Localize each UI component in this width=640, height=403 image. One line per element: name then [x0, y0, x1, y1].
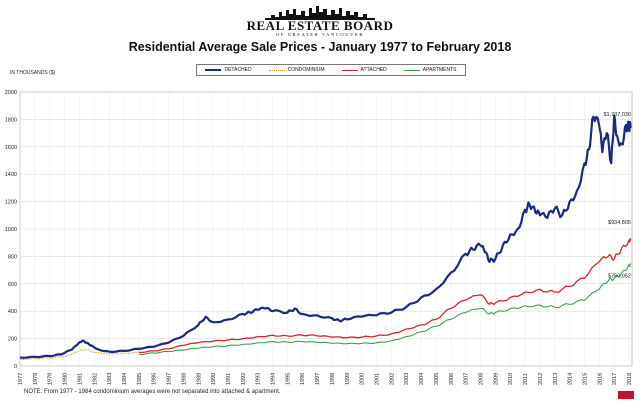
- footer-logo-icon: [618, 391, 634, 399]
- x-tick-label: 1980: [63, 373, 69, 385]
- label-layer: $1,737,030 $934,805 $750,052: [603, 112, 631, 279]
- y-tick-label: 1600: [5, 145, 17, 151]
- x-tick-label: 1982: [92, 373, 98, 385]
- x-tick-label: 1995: [285, 373, 291, 385]
- x-tick-label: 1985: [137, 373, 143, 385]
- skyline-icon: [265, 6, 375, 20]
- grid-layer: [19, 91, 633, 367]
- x-tick-label: 1999: [345, 373, 351, 385]
- x-tick-label: 1983: [107, 373, 113, 385]
- x-tick-label: 1987: [167, 373, 173, 385]
- y-axis-unit-label: IN THOUSANDS ($): [10, 70, 56, 76]
- x-tick-label: 2003: [404, 373, 410, 385]
- legend-item-attached: ATTACHED: [341, 67, 387, 73]
- y-tick-label: 1200: [5, 200, 17, 206]
- chart-legend: DETACHED CONDOMINIUM ATTACHED APARTMENTS: [196, 64, 466, 76]
- y-tick-label: 200: [8, 337, 17, 343]
- chart-title: Residential Average Sale Prices - Januar…: [128, 40, 512, 54]
- x-tick-label: 2009: [493, 373, 499, 385]
- x-tick-label: 2008: [478, 373, 484, 385]
- series-line-detached: [19, 114, 632, 359]
- x-tick-label: 1997: [315, 373, 321, 385]
- y-tick-label: 2000: [5, 90, 17, 96]
- x-tick-label: 1996: [300, 373, 306, 385]
- x-tick-label: 2002: [389, 373, 395, 385]
- x-tick-label: 2015: [582, 373, 588, 385]
- x-tick-label: 1986: [152, 373, 158, 385]
- end-label-detached: $1,737,030: [603, 112, 631, 118]
- series-line-condominium: [19, 349, 139, 360]
- legend-label-condominium: CONDOMINIUM: [287, 67, 325, 73]
- y-tick-label: 800: [8, 254, 17, 260]
- y-tick-label: 1800: [5, 117, 17, 123]
- x-tick-label: 1981: [77, 373, 83, 385]
- x-tick-label: 2004: [419, 373, 425, 385]
- x-tick-label: 1984: [122, 373, 128, 385]
- y-tick-label: 0: [14, 364, 17, 370]
- series-layer: [19, 114, 632, 360]
- x-tick-label: 2007: [464, 373, 470, 385]
- x-tick-label: 2018: [627, 373, 633, 385]
- x-tick-label: 1990: [211, 373, 217, 385]
- legend-item-apartments: APARTMENTS: [403, 67, 457, 73]
- legend-swatch-condominium: [268, 69, 285, 71]
- x-tick-label: 2013: [553, 373, 559, 385]
- x-tick-label: 2012: [538, 373, 544, 385]
- x-tick-label: 2000: [360, 373, 366, 385]
- series-line-apartments: [138, 263, 631, 356]
- end-label-apartments: $750,052: [608, 273, 631, 279]
- x-tick-label: 2017: [612, 373, 618, 385]
- x-tick-label: 2016: [597, 373, 603, 385]
- x-tick-label: 1989: [196, 373, 202, 385]
- x-tick-label: 2011: [523, 373, 529, 385]
- legend-label-attached: ATTACHED: [360, 67, 387, 73]
- x-tick-label: 1992: [241, 373, 247, 385]
- legend-label-detached: DETACHED: [224, 67, 252, 73]
- legend-item-detached: DETACHED: [205, 67, 252, 73]
- y-tick-label: 1400: [5, 172, 17, 178]
- legend-swatch-detached: [205, 69, 222, 71]
- x-tick-label: 2014: [568, 373, 574, 385]
- x-tick-label: 2005: [434, 373, 440, 385]
- end-label-attached: $934,805: [608, 220, 631, 226]
- series-line-attached: [138, 237, 632, 354]
- legend-swatch-apartments: [403, 69, 420, 71]
- legend-swatch-attached: [341, 69, 358, 71]
- y-tick-label: 400: [8, 309, 17, 315]
- x-tick-label: 1978: [33, 373, 39, 385]
- legend-item-condominium: CONDOMINIUM: [268, 67, 325, 73]
- axis-layer: 0 200 400 600 800 1000 1200 1400 1600 1800 2000 197…: [5, 90, 633, 385]
- y-tick-label: 600: [8, 282, 17, 288]
- x-tick-label: 1977: [18, 373, 24, 385]
- board-logo: REAL ESTATE BOARD OF GREATER VANCOUVER: [0, 6, 640, 38]
- x-tick-label: 2010: [508, 373, 514, 385]
- x-tick-label: 1994: [271, 373, 277, 385]
- x-tick-label: 1993: [256, 373, 262, 385]
- x-tick-label: 1979: [48, 373, 54, 385]
- y-tick-label: 1000: [5, 227, 17, 233]
- logo-text: REAL ESTATE BOARD: [246, 18, 394, 33]
- x-tick-label: 1991: [226, 373, 232, 385]
- x-tick-label: 1988: [181, 373, 187, 385]
- x-tick-label: 2001: [375, 373, 381, 385]
- footnote: NOTE: From 1977 - 1984 condominium avera…: [24, 389, 281, 395]
- logo-subtitle: OF GREATER VANCOUVER: [276, 32, 364, 37]
- x-tick-label: 1998: [330, 373, 336, 385]
- legend-label-apartments: APARTMENTS: [422, 67, 457, 73]
- x-tick-label: 2006: [449, 373, 455, 385]
